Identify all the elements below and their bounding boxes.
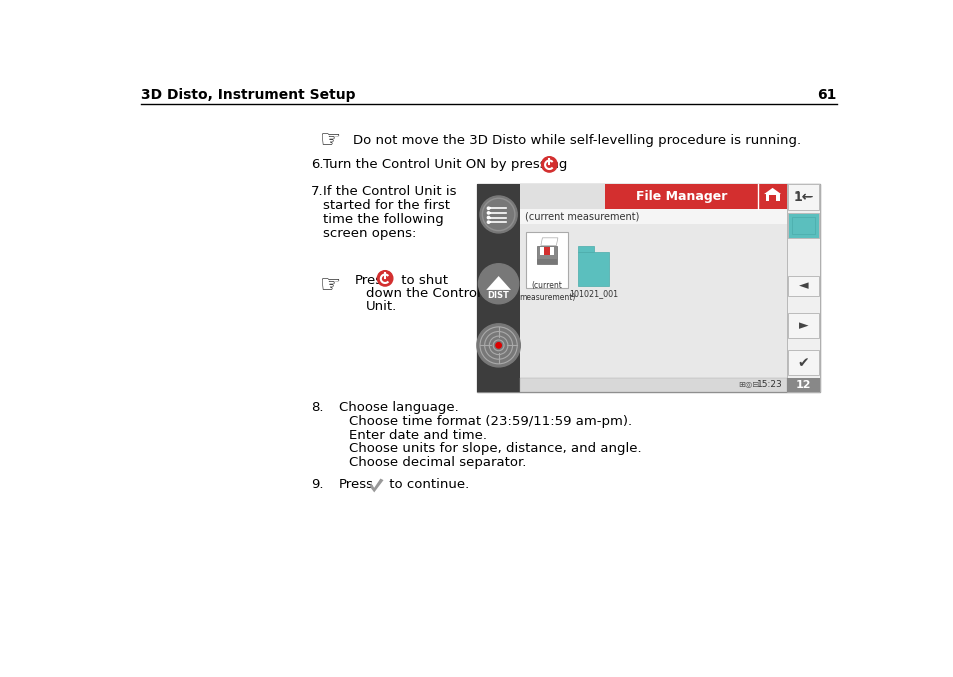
FancyBboxPatch shape [786,183,819,391]
FancyBboxPatch shape [519,225,786,378]
FancyBboxPatch shape [519,378,786,391]
FancyBboxPatch shape [787,313,819,338]
Circle shape [496,343,500,348]
Text: 61: 61 [817,88,836,102]
FancyBboxPatch shape [476,183,819,391]
Text: Unit.: Unit. [365,300,396,313]
Text: time the following: time the following [323,213,443,226]
FancyBboxPatch shape [578,252,608,286]
FancyBboxPatch shape [537,246,557,264]
FancyBboxPatch shape [537,259,557,264]
FancyBboxPatch shape [787,350,819,375]
Text: 1←: 1← [793,190,813,204]
Polygon shape [540,238,558,246]
FancyBboxPatch shape [787,276,819,296]
Text: Press: Press [338,478,374,491]
Text: 12: 12 [795,380,810,390]
Text: Choose units for slope, distance, and angle.: Choose units for slope, distance, and an… [349,442,641,456]
FancyBboxPatch shape [787,184,819,210]
Text: .: . [558,158,563,171]
Circle shape [487,212,489,214]
FancyBboxPatch shape [525,232,567,288]
Polygon shape [369,479,383,492]
Text: ✔: ✔ [797,355,808,370]
Text: to continue.: to continue. [385,478,469,491]
Text: 101021_001: 101021_001 [568,289,618,298]
Text: ►: ► [798,320,807,332]
Text: Enter date and time.: Enter date and time. [349,429,487,441]
Text: Choose time format (23:59/11:59 am-pm).: Choose time format (23:59/11:59 am-pm). [349,414,632,428]
FancyBboxPatch shape [787,213,819,238]
Text: 8.: 8. [311,401,323,414]
Circle shape [377,271,393,286]
FancyBboxPatch shape [519,183,605,209]
Text: Press: Press [355,274,390,287]
FancyBboxPatch shape [605,183,757,209]
Circle shape [541,156,557,172]
Circle shape [478,264,518,304]
Polygon shape [765,194,779,201]
FancyBboxPatch shape [519,183,786,391]
Polygon shape [763,188,781,194]
Text: Do not move the 3D Disto while self-levelling procedure is running.: Do not move the 3D Disto while self-leve… [353,134,801,147]
Text: 3D Disto, Instrument Setup: 3D Disto, Instrument Setup [141,88,355,102]
FancyBboxPatch shape [578,246,593,252]
Text: Choose decimal separator.: Choose decimal separator. [349,456,526,469]
Text: started for the first: started for the first [323,199,450,212]
FancyBboxPatch shape [791,217,815,234]
Circle shape [487,221,489,223]
Text: 9.: 9. [311,478,323,491]
Text: ⊞◎⊟: ⊞◎⊟ [738,380,759,389]
Text: (current
measurement): (current measurement) [518,282,575,302]
FancyBboxPatch shape [476,183,519,391]
FancyBboxPatch shape [539,247,554,255]
Circle shape [476,324,519,367]
Text: (current measurement): (current measurement) [524,212,639,222]
FancyBboxPatch shape [519,183,757,209]
Text: Choose language.: Choose language. [338,401,457,414]
Circle shape [487,207,489,209]
Text: down the Control: down the Control [365,287,480,300]
Text: Turn the Control Unit ON by pressing: Turn the Control Unit ON by pressing [323,158,567,171]
Text: 6.: 6. [311,158,323,171]
FancyBboxPatch shape [543,247,550,255]
Text: File Manager: File Manager [636,190,726,203]
Text: 1←: 1← [793,191,812,204]
Text: ◄: ◄ [798,280,807,292]
Polygon shape [486,276,511,290]
Text: DIST: DIST [487,291,509,300]
FancyBboxPatch shape [757,183,786,209]
Text: ☞: ☞ [319,129,340,152]
Circle shape [487,217,489,219]
Text: If the Control Unit is: If the Control Unit is [323,185,456,198]
FancyBboxPatch shape [786,378,819,391]
Circle shape [479,196,517,233]
FancyBboxPatch shape [519,209,786,225]
Text: 15:23: 15:23 [756,380,781,389]
Text: 7.: 7. [311,185,323,198]
Text: screen opens:: screen opens: [323,227,416,240]
Text: to shut: to shut [396,274,447,287]
FancyBboxPatch shape [769,195,775,201]
Text: ☞: ☞ [319,274,340,297]
